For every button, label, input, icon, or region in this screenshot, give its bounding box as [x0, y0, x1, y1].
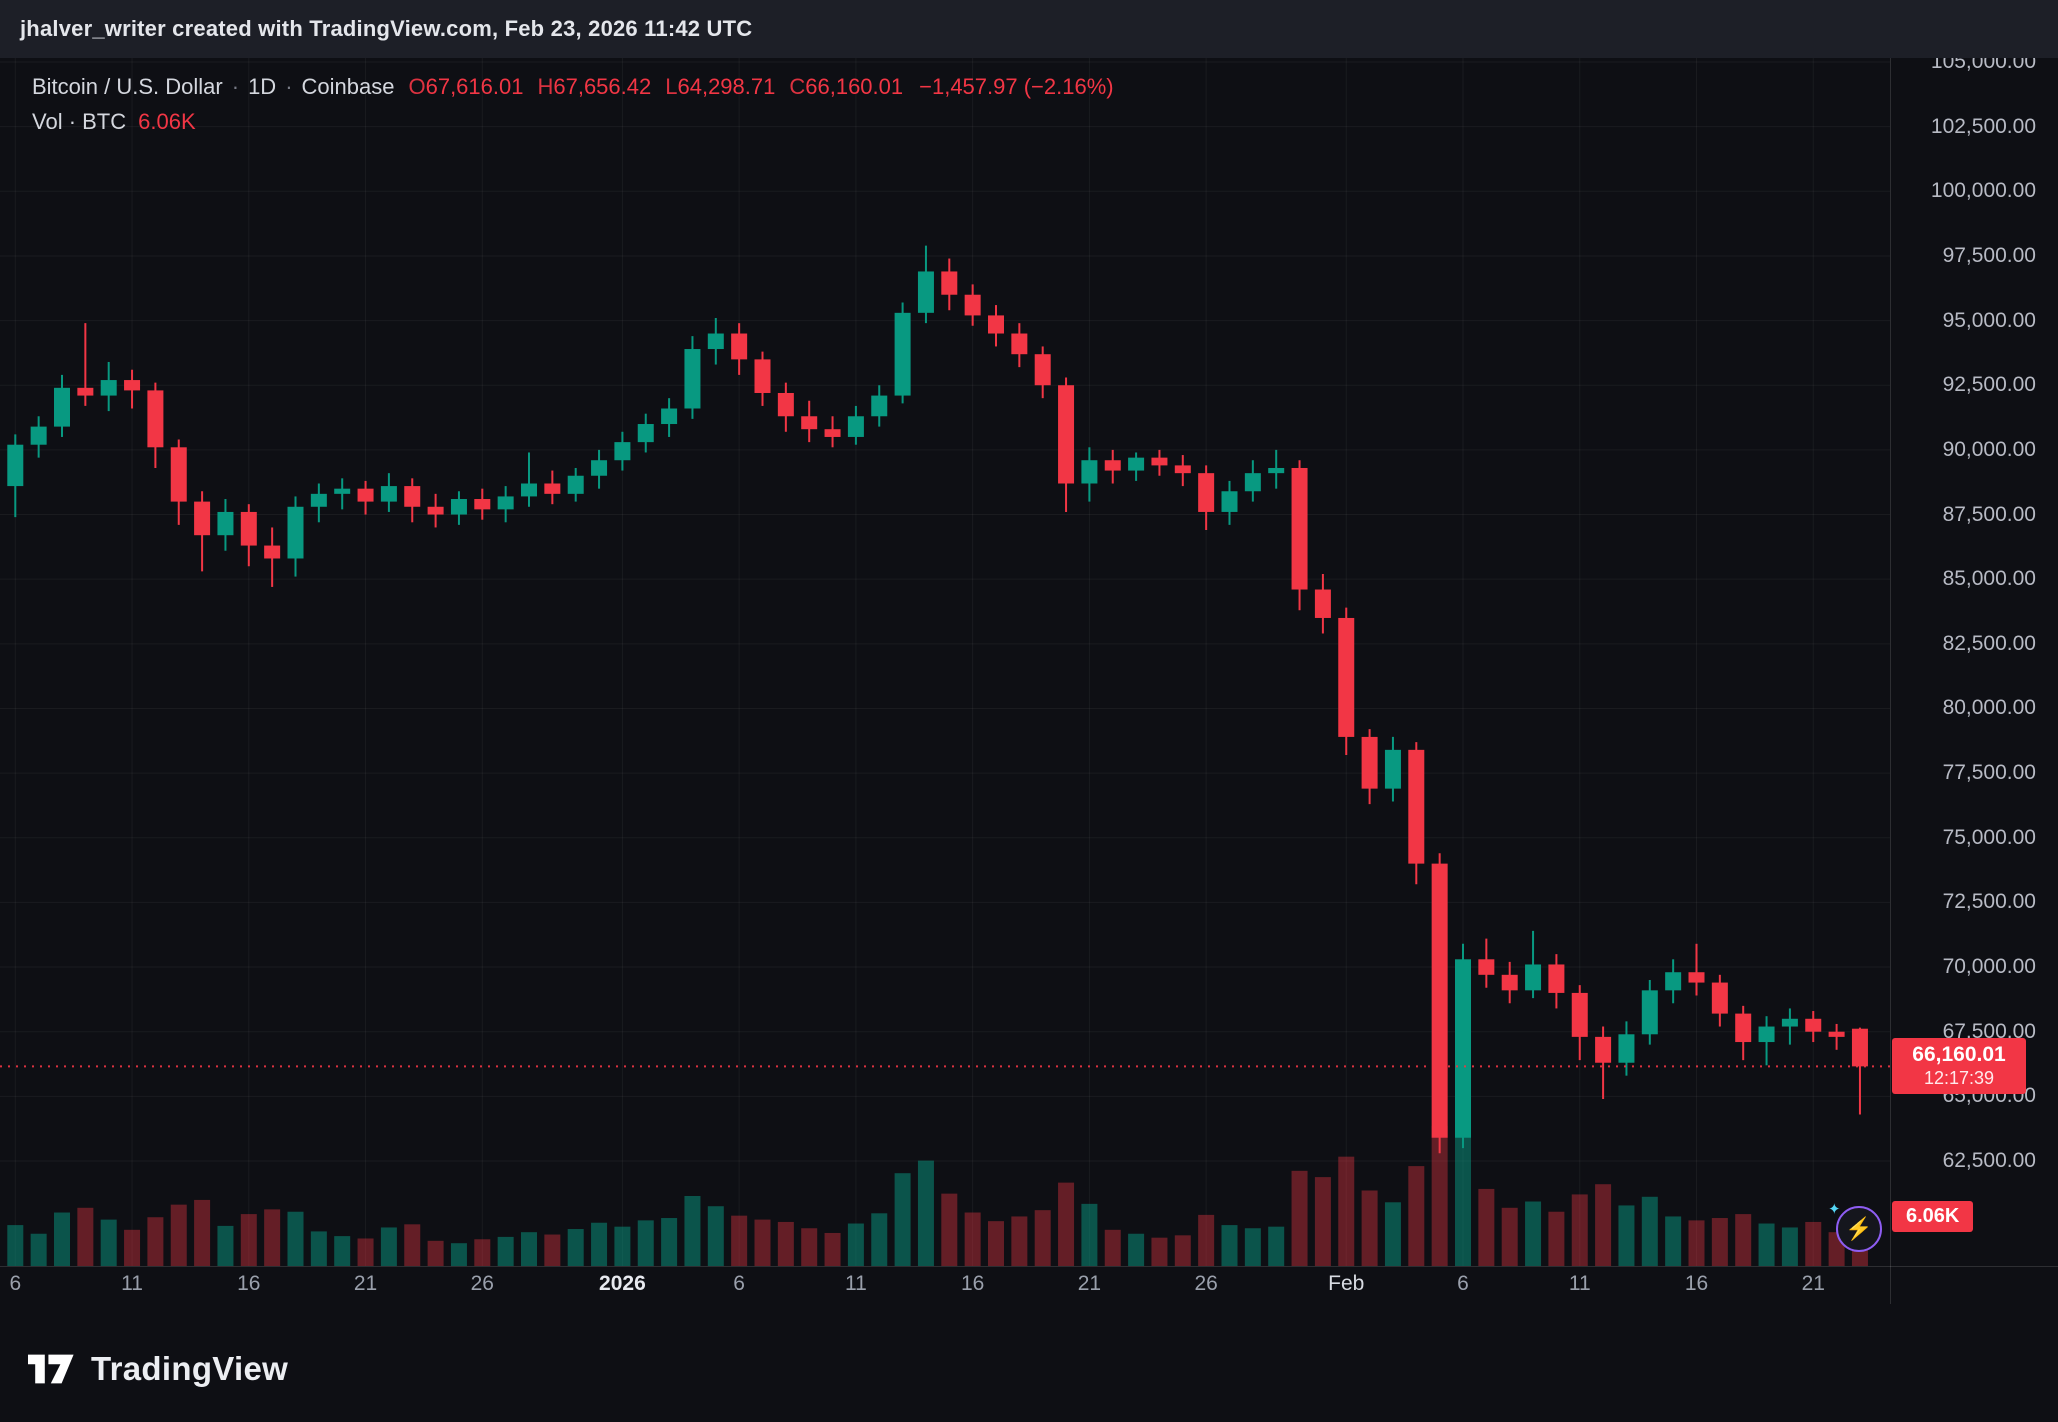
spark-badge-icon: ⚡ ✦ — [1828, 1201, 1882, 1252]
volume-axis-label: 6.06K — [1892, 1201, 1974, 1233]
tradingview-logo-mark — [28, 1354, 74, 1384]
separator-dot: · — [231, 74, 240, 99]
change-value: −1,457.97 (−2.16%) — [919, 74, 1114, 99]
volume-value: 6.06K — [138, 109, 196, 134]
open-value: O67,616.01 — [408, 74, 524, 99]
symbol-legend: Bitcoin / U.S. Dollar · 1D · Coinbase O6… — [32, 74, 1114, 135]
last-price-label: 66,160.01 12:17:39 — [1892, 1038, 2026, 1095]
close-value: C66,160.01 — [789, 74, 904, 99]
last-price-value: 66,160.01 — [1912, 1043, 2006, 1067]
tradingview-logo-text: TradingView — [91, 1350, 289, 1387]
sparkle-icon: ✦ — [1828, 1201, 1841, 1218]
separator-dot: · — [285, 74, 293, 99]
symbol-title[interactable]: Bitcoin / U.S. Dollar — [32, 74, 223, 99]
interval-label[interactable]: 1D — [248, 74, 277, 99]
legend-main-row: Bitcoin / U.S. Dollar · 1D · Coinbase O6… — [32, 74, 1114, 100]
low-value: L64,298.71 — [665, 74, 776, 99]
high-value: H67,656.42 — [537, 74, 652, 99]
volume-title[interactable]: Vol · BTC — [32, 109, 127, 134]
lightning-icon: ⚡ — [1845, 1216, 1873, 1241]
exchange-label[interactable]: Coinbase — [301, 74, 395, 99]
bar-countdown: 12:17:39 — [1923, 1068, 1995, 1089]
attribution-bar: jhalver_writer created with TradingView.… — [0, 0, 2058, 58]
tradingview-logo[interactable]: TradingView — [28, 1350, 288, 1388]
legend-volume-row: Vol · BTC 6.06K — [32, 109, 1114, 135]
attribution-text: jhalver_writer created with TradingView.… — [20, 16, 753, 41]
